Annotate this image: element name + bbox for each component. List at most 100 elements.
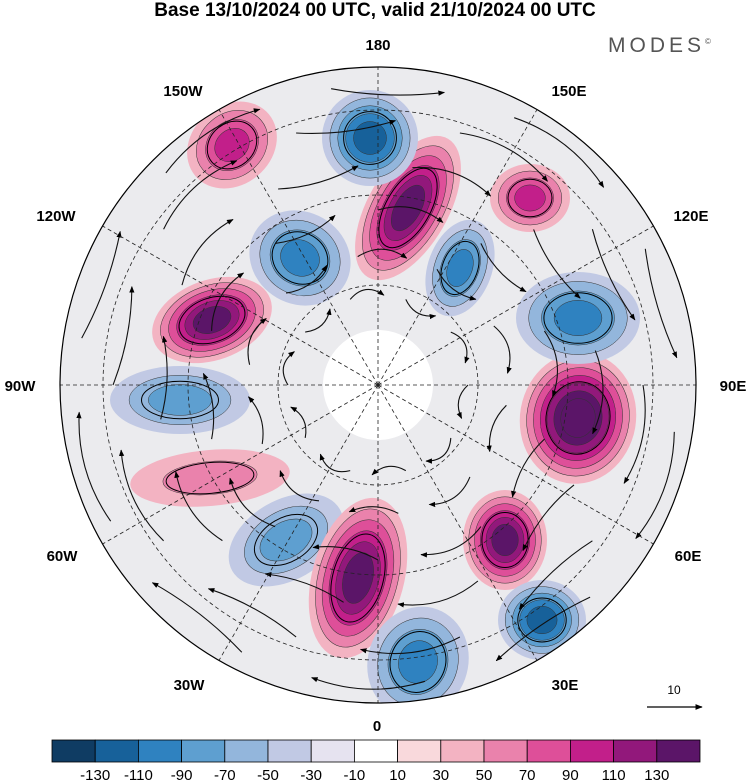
wind-streamline bbox=[450, 331, 470, 364]
wind-streamline bbox=[436, 268, 477, 301]
colorbar-tick-label: -110 bbox=[124, 767, 153, 783]
circulation-streamline bbox=[389, 631, 447, 693]
anomaly-cell bbox=[308, 497, 408, 659]
wind-streamline bbox=[405, 299, 437, 320]
wind-streamline bbox=[330, 88, 445, 96]
wind-streamline bbox=[296, 119, 397, 135]
wind-streamline bbox=[459, 132, 548, 182]
colorbar-swatch bbox=[483, 739, 528, 763]
colorbar-swatch bbox=[440, 739, 485, 763]
wind-streamline bbox=[495, 596, 591, 662]
map-border bbox=[59, 66, 697, 704]
anomaly-cell bbox=[152, 276, 272, 364]
lon-label-30w: 30W bbox=[174, 677, 206, 694]
wind-streamline bbox=[420, 526, 482, 558]
colorbar-tick-label: 110 bbox=[602, 767, 626, 783]
lon-label-30e: 30E bbox=[552, 677, 579, 694]
circulation-streamline bbox=[165, 461, 255, 495]
brand-mark: © bbox=[705, 37, 711, 46]
colorbar-swatch bbox=[397, 739, 442, 763]
wind-streamline bbox=[428, 476, 471, 508]
circulation-streamline bbox=[378, 167, 438, 249]
colorbar-tick-label: -90 bbox=[171, 767, 193, 783]
anomaly-cell bbox=[187, 101, 277, 189]
colorbar-swatch bbox=[94, 739, 139, 763]
reference-vector-label: 10 bbox=[667, 683, 681, 697]
colorbar-tick-label: 70 bbox=[519, 767, 536, 783]
wind-streamline bbox=[202, 372, 215, 440]
anomaly-contour bbox=[353, 121, 387, 155]
wind-streamline bbox=[456, 384, 469, 419]
lon-label-120w: 120W bbox=[36, 208, 76, 225]
wind-streamline bbox=[319, 453, 351, 473]
colorbar-swatch bbox=[51, 739, 96, 763]
wind-streamline bbox=[286, 264, 328, 294]
colorbar-tick-label: 90 bbox=[562, 767, 579, 783]
anomaly-cell bbox=[110, 366, 250, 434]
wind-streamline bbox=[644, 248, 678, 359]
colorbar: -130 -110 -90 -70 -50 -30 -10 10 30 50 70 90 110 130 bbox=[51, 739, 701, 783]
anomaly-cell bbox=[463, 490, 547, 590]
anomaly-cell bbox=[130, 449, 290, 507]
wind-streamline bbox=[174, 471, 223, 542]
wind-streamline bbox=[493, 325, 512, 374]
lon-label-60w: 60W bbox=[47, 548, 79, 565]
anomaly-cell bbox=[425, 219, 495, 317]
circulation-streamline bbox=[253, 513, 319, 567]
wind-streamline bbox=[248, 396, 264, 445]
wind-streamline bbox=[397, 580, 479, 608]
lon-label-150w: 150W bbox=[163, 83, 203, 100]
wind-streamline bbox=[359, 636, 461, 655]
wind-streamline bbox=[290, 406, 307, 439]
wind-streamline bbox=[160, 335, 168, 420]
wind-streamline bbox=[425, 437, 452, 464]
wind-streamline bbox=[371, 465, 407, 476]
wind-streamline bbox=[181, 219, 234, 286]
wind-streamline bbox=[348, 506, 399, 514]
wind-streamline bbox=[486, 404, 507, 453]
colorbar-swatch bbox=[224, 739, 269, 763]
colorbar-tick-label: -10 bbox=[344, 767, 366, 783]
wind-streamline bbox=[229, 477, 276, 528]
wind-streamline bbox=[279, 470, 320, 502]
colorbar-swatch bbox=[613, 739, 658, 763]
anomaly-cell bbox=[516, 272, 640, 364]
wind-streamline bbox=[543, 330, 558, 398]
wind-streamline bbox=[76, 411, 112, 522]
colorbar-swatch bbox=[526, 739, 571, 763]
wind-streamline bbox=[592, 350, 604, 435]
lon-label-120e: 120E bbox=[673, 208, 708, 225]
colorbar-swatch bbox=[570, 739, 615, 763]
wind-streamline bbox=[591, 229, 636, 321]
wind-streamline bbox=[81, 230, 122, 339]
colorbar-tick-label: -50 bbox=[257, 767, 279, 783]
map-title: Base 13/10/2024 00 UTC, valid 21/10/2024… bbox=[154, 0, 596, 21]
lon-label-0: 0 bbox=[373, 718, 381, 735]
wind-streamline bbox=[151, 582, 243, 653]
anomaly-contour bbox=[560, 398, 596, 438]
anomaly-cell bbox=[322, 90, 418, 186]
anomaly-cell bbox=[355, 135, 461, 281]
colorbar-swatch bbox=[353, 739, 398, 763]
anomaly-contour bbox=[553, 300, 603, 336]
anomaly-contour bbox=[192, 306, 232, 334]
colorbar-swatch bbox=[267, 739, 312, 763]
wind-streamline bbox=[533, 229, 581, 299]
wind-streamline bbox=[312, 544, 379, 561]
brand-logo: MODES© bbox=[608, 34, 711, 58]
map-disc bbox=[60, 67, 696, 703]
lon-label-60e: 60E bbox=[675, 548, 702, 565]
circulation-streamline bbox=[178, 295, 246, 345]
wind-streamline bbox=[282, 351, 295, 386]
wind-streamline bbox=[112, 286, 135, 386]
brand-name: MODES bbox=[608, 34, 706, 57]
wind-streamline bbox=[412, 166, 492, 197]
colorbar-swatch bbox=[181, 739, 226, 763]
circulation-streamline bbox=[517, 597, 567, 643]
circulation-streamline bbox=[440, 240, 480, 296]
anomaly-contour bbox=[342, 552, 374, 604]
wind-streamline bbox=[211, 272, 245, 331]
anomaly-cell bbox=[498, 580, 586, 660]
anomaly-field bbox=[110, 90, 640, 703]
